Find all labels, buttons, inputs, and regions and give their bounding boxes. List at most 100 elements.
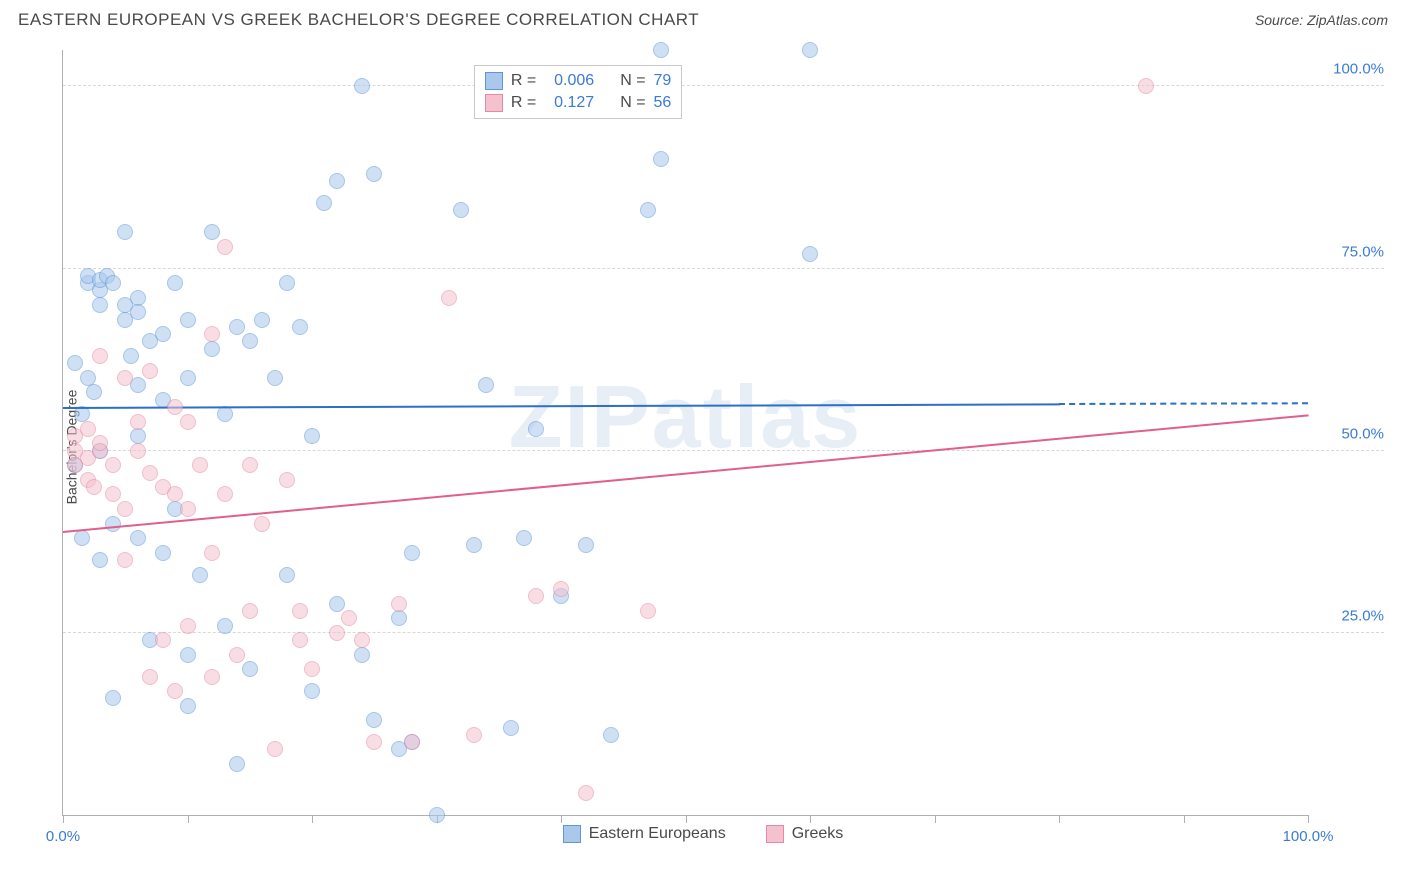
data-point-greek bbox=[155, 632, 171, 648]
data-point-eastern bbox=[92, 297, 108, 313]
data-point-greek bbox=[142, 363, 158, 379]
data-point-eastern bbox=[155, 326, 171, 342]
x-tick bbox=[1184, 815, 1185, 823]
data-point-greek bbox=[217, 239, 233, 255]
data-point-eastern bbox=[653, 151, 669, 167]
data-point-greek bbox=[528, 588, 544, 604]
data-point-eastern bbox=[105, 275, 121, 291]
x-tick bbox=[561, 815, 562, 823]
data-point-eastern bbox=[279, 567, 295, 583]
data-point-greek bbox=[229, 647, 245, 663]
stat-n-label: N = bbox=[620, 92, 645, 114]
x-tick bbox=[312, 815, 313, 823]
data-point-greek bbox=[117, 370, 133, 386]
data-point-eastern bbox=[640, 202, 656, 218]
data-point-greek bbox=[204, 326, 220, 342]
legend-label: Greeks bbox=[792, 825, 844, 843]
data-point-eastern bbox=[86, 384, 102, 400]
swatch-eastern bbox=[563, 825, 581, 843]
data-point-greek bbox=[640, 603, 656, 619]
data-point-eastern bbox=[204, 224, 220, 240]
data-point-eastern bbox=[802, 42, 818, 58]
data-point-eastern bbox=[478, 377, 494, 393]
y-tick-label: 75.0% bbox=[1314, 243, 1384, 260]
data-point-greek bbox=[105, 486, 121, 502]
data-point-greek bbox=[354, 632, 370, 648]
data-point-greek bbox=[130, 414, 146, 430]
data-point-greek bbox=[142, 669, 158, 685]
data-point-eastern bbox=[167, 275, 183, 291]
trend-line-dash-eastern bbox=[1059, 403, 1308, 406]
data-point-greek bbox=[553, 581, 569, 597]
data-point-eastern bbox=[67, 355, 83, 371]
stats-row-greek: R =0.127N =56 bbox=[485, 92, 671, 114]
swatch-eastern bbox=[485, 72, 503, 90]
y-tick-label: 100.0% bbox=[1314, 61, 1384, 78]
stat-n-label: N = bbox=[620, 70, 645, 92]
stats-row-eastern: R =0.006N =79 bbox=[485, 70, 671, 92]
data-point-greek bbox=[130, 443, 146, 459]
plot-area: ZIPatlas 25.0%50.0%75.0%100.0%0.0%100.0%… bbox=[62, 50, 1308, 816]
data-point-eastern bbox=[354, 78, 370, 94]
x-tick bbox=[63, 815, 64, 823]
legend-item-greek: Greeks bbox=[766, 825, 844, 843]
stat-r-label: R = bbox=[511, 92, 536, 114]
stat-r-value: 0.006 bbox=[544, 70, 594, 92]
data-point-greek bbox=[86, 479, 102, 495]
data-point-eastern bbox=[503, 720, 519, 736]
data-point-eastern bbox=[192, 567, 208, 583]
data-point-eastern bbox=[329, 173, 345, 189]
data-point-eastern bbox=[466, 537, 482, 553]
stat-n-value: 79 bbox=[654, 70, 672, 92]
data-point-greek bbox=[391, 596, 407, 612]
data-point-eastern bbox=[217, 618, 233, 634]
data-point-eastern bbox=[329, 596, 345, 612]
data-point-eastern bbox=[217, 406, 233, 422]
trend-line-greek bbox=[63, 414, 1309, 533]
data-point-greek bbox=[304, 661, 320, 677]
data-point-eastern bbox=[204, 341, 220, 357]
data-point-eastern bbox=[180, 370, 196, 386]
data-point-greek bbox=[180, 618, 196, 634]
data-point-eastern bbox=[391, 610, 407, 626]
stat-r-value: 0.127 bbox=[544, 92, 594, 114]
gridline-h bbox=[63, 268, 1384, 269]
data-point-eastern bbox=[229, 319, 245, 335]
data-point-eastern bbox=[92, 552, 108, 568]
data-point-eastern bbox=[304, 428, 320, 444]
data-point-greek bbox=[242, 457, 258, 473]
x-tick bbox=[935, 815, 936, 823]
data-point-greek bbox=[192, 457, 208, 473]
x-tick bbox=[188, 815, 189, 823]
data-point-greek bbox=[204, 545, 220, 561]
data-point-greek bbox=[217, 486, 233, 502]
data-point-greek bbox=[578, 785, 594, 801]
data-point-greek bbox=[105, 457, 121, 473]
gridline-h bbox=[63, 85, 1384, 86]
data-point-eastern bbox=[354, 647, 370, 663]
data-point-eastern bbox=[453, 202, 469, 218]
data-point-greek bbox=[279, 472, 295, 488]
data-point-greek bbox=[204, 669, 220, 685]
data-point-greek bbox=[92, 348, 108, 364]
data-point-greek bbox=[267, 741, 283, 757]
data-point-eastern bbox=[180, 698, 196, 714]
data-point-eastern bbox=[366, 712, 382, 728]
x-tick bbox=[1308, 815, 1309, 823]
data-point-eastern bbox=[578, 537, 594, 553]
data-point-greek bbox=[292, 632, 308, 648]
data-point-eastern bbox=[105, 690, 121, 706]
gridline-h bbox=[63, 450, 1384, 451]
data-point-eastern bbox=[316, 195, 332, 211]
data-point-eastern bbox=[155, 545, 171, 561]
chart-title: EASTERN EUROPEAN VS GREEK BACHELOR'S DEG… bbox=[18, 10, 699, 30]
data-point-eastern bbox=[242, 333, 258, 349]
data-point-eastern bbox=[292, 319, 308, 335]
x-tick bbox=[686, 815, 687, 823]
watermark: ZIPatlas bbox=[509, 366, 862, 468]
swatch-greek bbox=[485, 94, 503, 112]
data-point-eastern bbox=[404, 545, 420, 561]
data-point-eastern bbox=[279, 275, 295, 291]
data-point-greek bbox=[80, 421, 96, 437]
data-point-greek bbox=[242, 603, 258, 619]
